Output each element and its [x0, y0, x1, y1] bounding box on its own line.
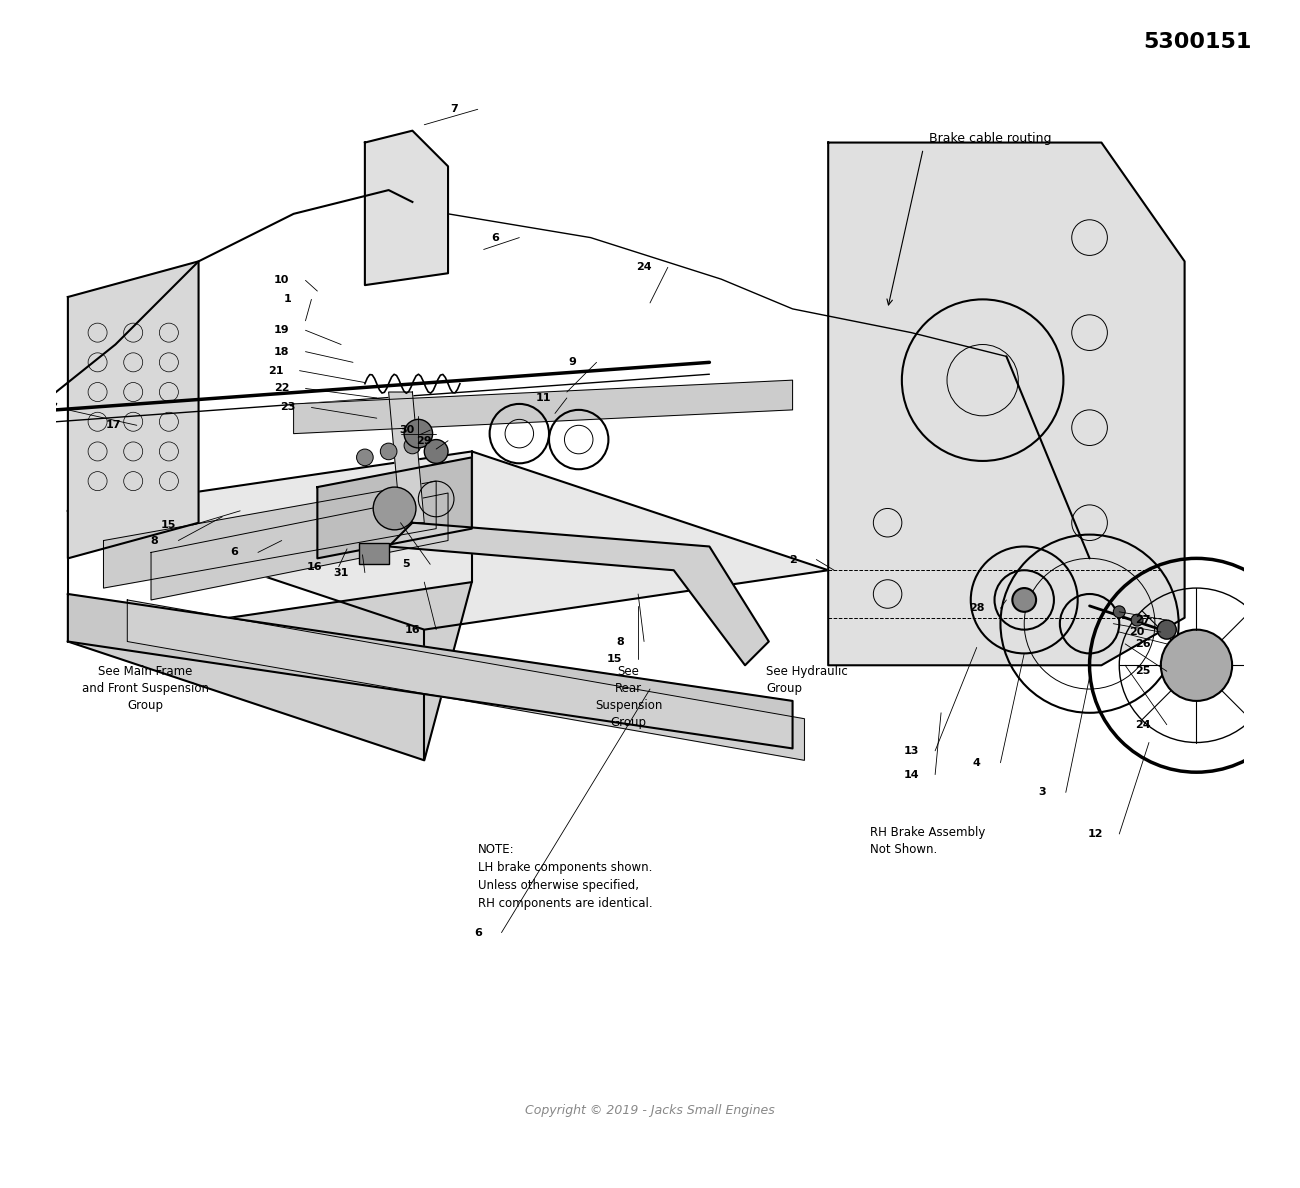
Text: 9: 9 [569, 358, 577, 367]
Text: 17: 17 [105, 421, 121, 430]
Polygon shape [104, 481, 437, 588]
Text: 24: 24 [636, 263, 651, 272]
Polygon shape [828, 143, 1184, 665]
Text: 14: 14 [903, 770, 919, 779]
Text: 6: 6 [491, 233, 499, 242]
Text: 10: 10 [274, 276, 290, 285]
Polygon shape [294, 380, 793, 434]
Text: 26: 26 [1135, 639, 1150, 649]
Text: 3: 3 [1039, 788, 1046, 797]
Text: 5300151: 5300151 [1143, 32, 1252, 51]
Text: 27: 27 [1135, 615, 1150, 625]
Text: 28: 28 [968, 604, 984, 613]
Text: 15: 15 [607, 655, 621, 664]
Text: 2: 2 [789, 555, 797, 564]
Polygon shape [68, 451, 828, 630]
Text: 16: 16 [404, 625, 420, 634]
Text: 20: 20 [1130, 627, 1145, 637]
Polygon shape [389, 523, 768, 665]
Circle shape [381, 443, 396, 460]
Text: 25: 25 [1135, 666, 1150, 676]
Text: 8: 8 [616, 637, 624, 646]
Polygon shape [365, 131, 448, 285]
Circle shape [373, 487, 416, 530]
Circle shape [404, 419, 433, 448]
Text: 19: 19 [274, 326, 290, 335]
Text: NOTE:
LH brake components shown.
Unless otherwise specified,
RH components are i: NOTE: LH brake components shown. Unless … [477, 843, 653, 910]
Circle shape [424, 440, 448, 463]
Circle shape [1113, 606, 1126, 618]
Text: See
Rear
Suspension
Group: See Rear Suspension Group [595, 665, 662, 729]
Text: 16: 16 [307, 562, 322, 571]
Text: 31: 31 [333, 568, 348, 577]
Text: 22: 22 [274, 384, 290, 393]
Circle shape [404, 437, 421, 454]
Polygon shape [68, 594, 793, 748]
Text: 6: 6 [473, 928, 482, 937]
Text: 1: 1 [283, 295, 291, 304]
Text: 18: 18 [274, 347, 290, 356]
Text: 24: 24 [1135, 720, 1150, 729]
Text: 15: 15 [161, 520, 177, 530]
Text: 6: 6 [230, 548, 238, 557]
Polygon shape [317, 457, 472, 558]
Text: 30: 30 [399, 425, 415, 435]
Bar [359, 543, 389, 564]
Text: 7: 7 [450, 105, 458, 114]
Text: Brake cable routing: Brake cable routing [930, 133, 1052, 145]
Polygon shape [127, 600, 805, 760]
Text: See Main Frame
and Front Suspension
Group: See Main Frame and Front Suspension Grou… [82, 665, 208, 713]
Circle shape [1013, 588, 1036, 612]
Text: 12: 12 [1088, 829, 1104, 839]
Text: 23: 23 [280, 403, 295, 412]
Circle shape [1131, 614, 1143, 626]
Polygon shape [68, 261, 199, 558]
Polygon shape [68, 582, 472, 760]
Circle shape [356, 449, 373, 466]
Text: Copyright © 2019 - Jacks Small Engines: Copyright © 2019 - Jacks Small Engines [525, 1105, 775, 1117]
Text: 11: 11 [536, 393, 551, 403]
Text: See Hydraulic
Group: See Hydraulic Group [767, 665, 848, 695]
Polygon shape [21, 404, 56, 428]
Circle shape [1161, 630, 1232, 701]
Circle shape [1157, 620, 1176, 639]
Text: 13: 13 [903, 746, 919, 756]
Text: RH Brake Assembly
Not Shown.: RH Brake Assembly Not Shown. [870, 826, 985, 855]
Polygon shape [389, 392, 424, 523]
Text: 4: 4 [972, 758, 980, 767]
Text: 5: 5 [403, 560, 411, 569]
Polygon shape [151, 493, 448, 600]
Text: 21: 21 [268, 366, 283, 375]
Text: 29: 29 [416, 436, 432, 446]
Text: 8: 8 [151, 536, 159, 545]
